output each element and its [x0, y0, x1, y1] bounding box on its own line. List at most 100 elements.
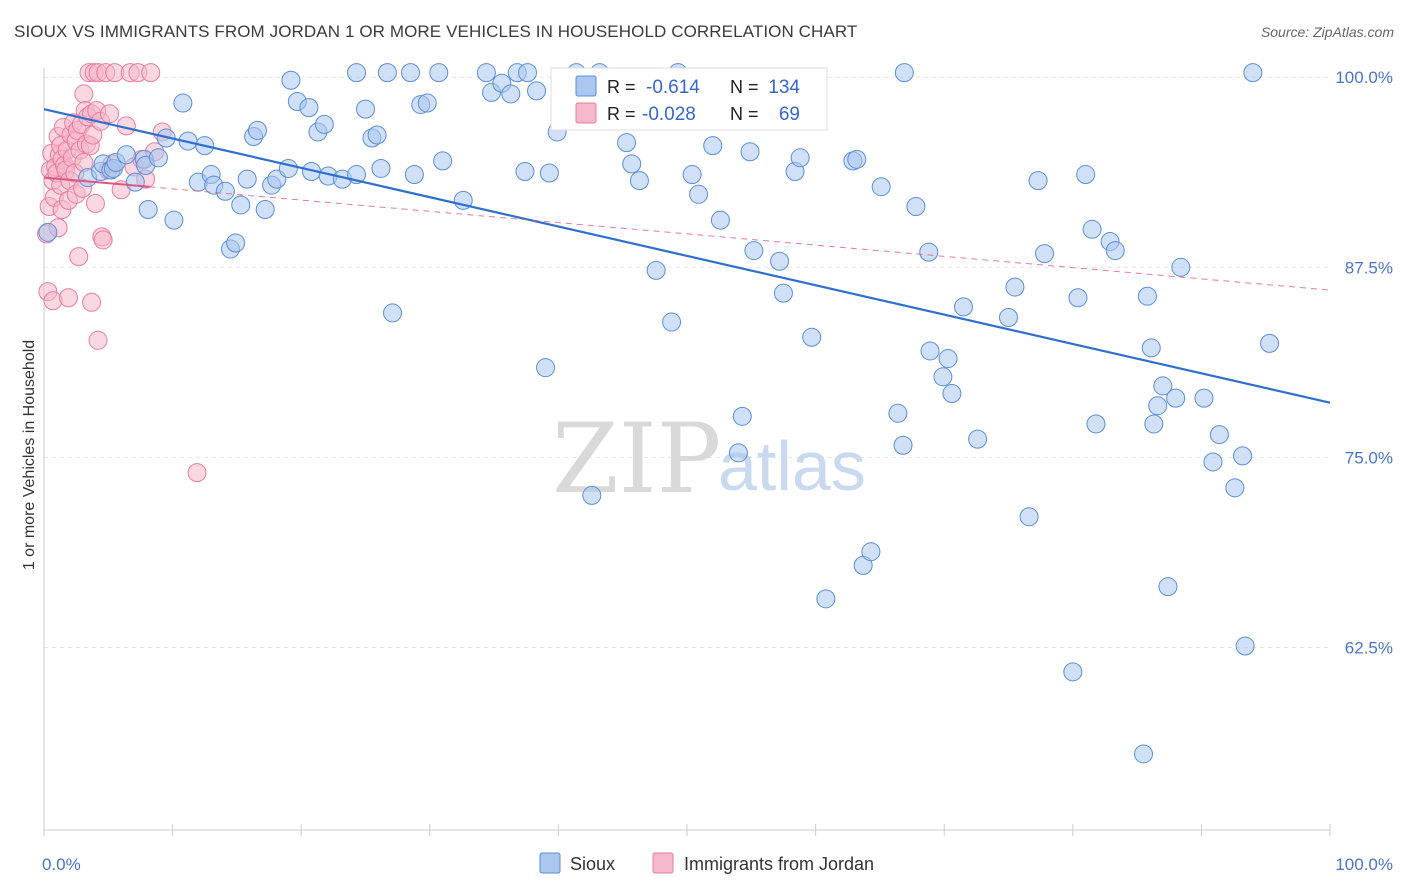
sioux-point-70: [622, 154, 642, 174]
x-tick-label-1: 100.0%: [1335, 855, 1393, 874]
series-sioux: [38, 63, 1280, 764]
sioux-point-131: [1235, 636, 1255, 656]
sioux-point-24: [231, 195, 251, 215]
sioux-point-108: [1028, 171, 1048, 191]
sioux-point-49: [404, 165, 424, 185]
series-immigrants-from-jordan: [37, 63, 207, 483]
x-tick-label-0: 0.0%: [42, 855, 81, 874]
sioux-point-55: [476, 63, 496, 83]
sioux-point-118: [1137, 286, 1157, 306]
legend-r-label-sioux: R =: [607, 77, 636, 97]
sioux-point-109: [1035, 244, 1055, 264]
series-legend: Sioux Immigrants from Jordan: [539, 852, 874, 874]
sioux-point-41: [346, 63, 366, 83]
sioux-point-76: [689, 184, 709, 204]
sioux-point-27: [247, 120, 267, 140]
sioux-point-132: [1243, 63, 1263, 83]
sioux-point-84: [773, 283, 793, 303]
jordan-point-22: [58, 288, 78, 308]
sioux-point-123: [1158, 577, 1178, 597]
sioux-point-7: [116, 145, 136, 165]
sioux-point-95: [893, 435, 913, 455]
watermark-atlas: atlas: [718, 427, 866, 505]
bottom-legend-label-jordan: Immigrants from Jordan: [684, 854, 874, 874]
legend-r-label-jordan: R =: [607, 104, 636, 124]
sioux-point-86: [790, 148, 810, 168]
sioux-point-96: [894, 63, 914, 83]
sioux-point-122: [1144, 414, 1164, 434]
y-axis-title: 1 or more Vehicles in Household: [21, 340, 38, 570]
sioux-point-72: [646, 260, 666, 280]
sioux-point-102: [942, 384, 962, 404]
sioux-point-103: [953, 297, 973, 317]
sioux-point-121: [1148, 396, 1168, 416]
sioux-point-58: [501, 84, 521, 104]
sioux-point-105: [999, 307, 1018, 327]
legend-r-value-sioux: -0.614: [646, 77, 700, 98]
jordan-point-36: [74, 84, 94, 104]
sioux-point-83: [770, 251, 790, 271]
sioux-point-125: [1171, 257, 1191, 277]
sioux-point-129: [1225, 478, 1245, 498]
sioux-point-75: [682, 165, 702, 185]
legend-n-label-jordan: N =: [730, 104, 759, 124]
sioux-point-87: [802, 327, 822, 347]
sioux-point-111: [1068, 288, 1088, 308]
jordan-point-31: [69, 247, 89, 267]
sioux-point-81: [740, 142, 760, 162]
jordan-point-55: [100, 104, 120, 124]
legend-swatch-jordan: [575, 102, 597, 124]
sioux-point-101: [938, 349, 958, 369]
sioux-point-94: [888, 403, 908, 423]
stats-legend: R = -0.614 N = 134 R = -0.028 N = 69: [550, 67, 828, 131]
jordan-point-68: [187, 463, 207, 483]
sioux-point-62: [527, 81, 547, 101]
sioux-point-112: [1076, 165, 1096, 185]
sioux-point-117: [1134, 744, 1154, 764]
sioux-point-100: [933, 367, 953, 387]
sioux-point-31: [278, 158, 298, 178]
sioux-point-69: [617, 133, 637, 153]
bottom-legend-swatch-jordan: [652, 852, 674, 874]
sioux-point-97: [906, 196, 926, 216]
sioux-point-14: [164, 210, 184, 230]
sioux-point-42: [356, 99, 375, 119]
sioux-point-51: [417, 93, 437, 113]
y-tick-label-1: 87.5%: [1345, 258, 1393, 277]
sioux-point-77: [703, 136, 723, 156]
legend-swatch-sioux: [575, 75, 597, 97]
sioux-point-60: [515, 161, 535, 181]
sioux-point-23: [226, 233, 246, 253]
sioux-point-99: [920, 341, 940, 361]
sioux-point-63: [536, 358, 556, 378]
bottom-legend-swatch-sioux: [539, 852, 561, 874]
jordan-point-46: [85, 193, 105, 213]
gridlines: [44, 76, 1330, 649]
jordan-point-45: [82, 292, 102, 312]
sioux-point-127: [1203, 452, 1223, 472]
sioux-point-25: [237, 169, 257, 189]
stats-legend-box: [550, 67, 828, 131]
sioux-point-110: [1063, 662, 1083, 682]
sioux-point-45: [371, 158, 391, 178]
sioux-point-98: [919, 242, 939, 262]
sioux-point-119: [1141, 338, 1161, 358]
y-tick-label-3: 62.5%: [1345, 639, 1393, 658]
sioux-point-128: [1209, 425, 1229, 445]
watermark-zip: ZIP: [552, 403, 721, 515]
sioux-point-90: [847, 149, 867, 169]
sioux-point-44: [367, 125, 387, 145]
watermark: ZIP atlas: [552, 403, 866, 515]
legend-n-value-jordan: 69: [779, 104, 800, 125]
sioux-point-107: [1019, 507, 1039, 527]
jordan-point-6: [43, 291, 63, 311]
y-tick-labels: 100.0% 87.5% 75.0% 62.5%: [1335, 68, 1393, 657]
sioux-point-130: [1233, 446, 1253, 466]
bottom-legend-label-sioux: Sioux: [570, 854, 615, 874]
sioux-point-48: [401, 63, 421, 83]
sioux-point-124: [1166, 388, 1186, 408]
sioux-point-116: [1105, 241, 1125, 261]
sioux-point-88: [816, 589, 836, 609]
trendline-sioux: [43, 108, 1331, 404]
